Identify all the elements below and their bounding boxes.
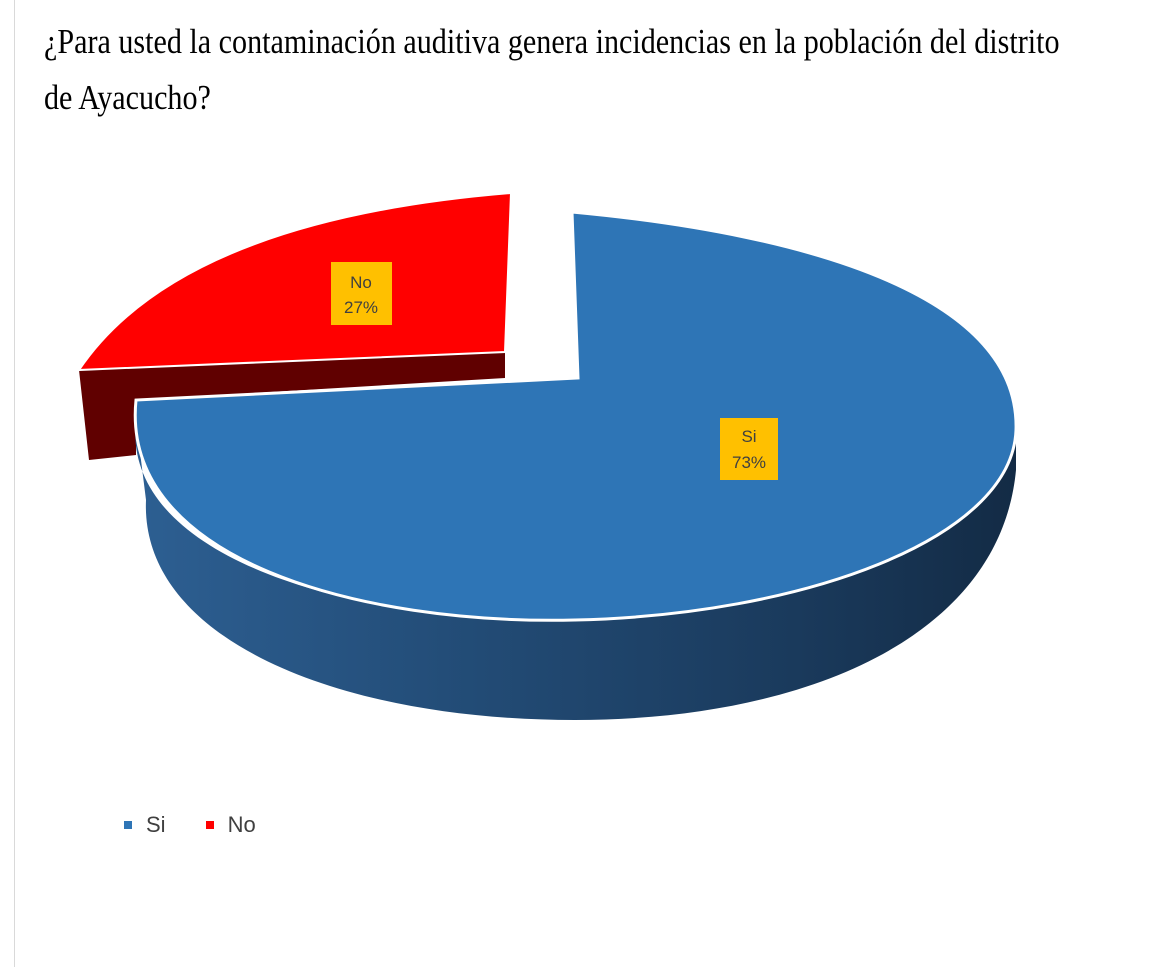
chart-legend: Si No — [124, 812, 296, 838]
pie-slice-no-side — [79, 352, 505, 460]
chart-title-line-2: de Ayacucho? — [44, 78, 211, 117]
data-label-no: No 27% — [331, 262, 392, 325]
data-label-si-value: 73% — [732, 453, 766, 472]
data-label-no-value: 27% — [344, 298, 378, 317]
data-label-si-bg — [720, 418, 778, 480]
data-label-si: Si 73% — [720, 418, 778, 480]
legend-swatch-no — [205, 821, 214, 829]
legend-swatch-si — [124, 821, 132, 829]
data-label-si-name: Si — [741, 427, 756, 446]
pie-slice-si-side — [135, 420, 1016, 720]
legend-item-si[interactable]: Si — [124, 812, 166, 838]
chart-title: ¿Para usted la contaminación auditiva ge… — [44, 14, 1060, 126]
chart-title-line-1: ¿Para usted la contaminación auditiva ge… — [44, 22, 1060, 61]
data-label-no-name: No — [350, 273, 372, 292]
pie-slice-no — [77, 191, 513, 372]
legend-label-si: Si — [146, 812, 166, 837]
legend-label-no: No — [227, 812, 256, 837]
data-label-no-bg — [331, 262, 392, 325]
legend-item-no[interactable]: No — [205, 812, 256, 838]
pie-slice-si — [133, 210, 1018, 622]
